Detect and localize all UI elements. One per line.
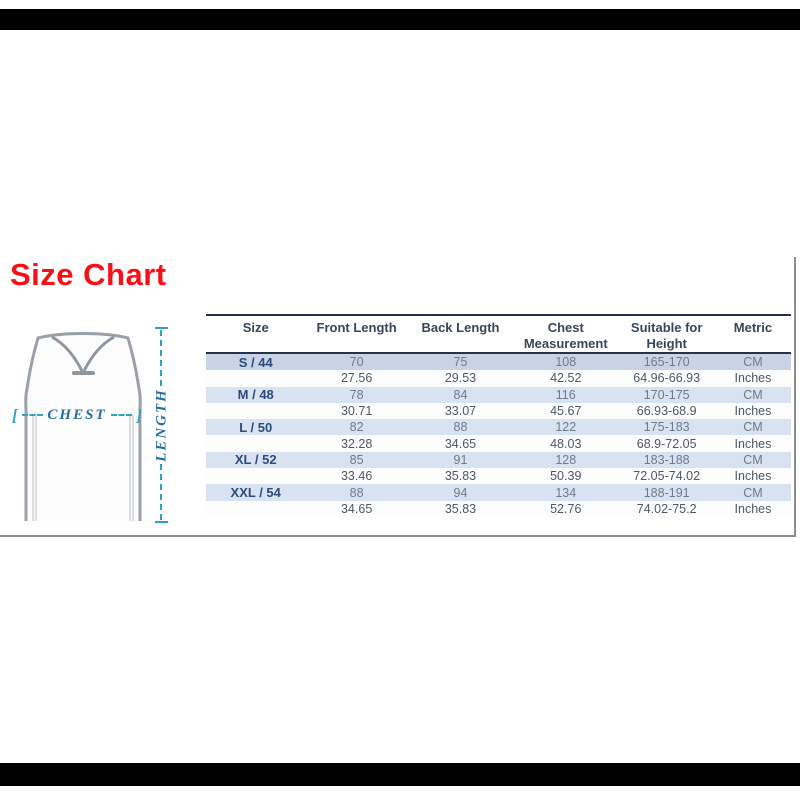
value-cell: Inches (734, 469, 772, 484)
letterbox-top-bar (0, 9, 800, 30)
chest-bracket-right: ] (136, 405, 142, 425)
length-dash-bottom (160, 464, 162, 520)
value-cell: 74.02-75.2 (636, 501, 697, 516)
frame-bottom-border (0, 535, 796, 537)
table-row: XXL / 54 88 94 134 188-191 CM (206, 484, 791, 501)
value-cell: Inches (734, 404, 772, 419)
value-cell: 34.65 (340, 501, 373, 516)
value-cell: 108 (555, 355, 577, 370)
value-cell: 32.28 (340, 436, 373, 451)
value-cell: 122 (555, 420, 577, 435)
value-cell: 72.05-74.02 (633, 469, 701, 484)
value-cell: 78 (349, 387, 364, 402)
length-measure-annotation: LENGTH (152, 327, 172, 523)
value-cell: 33.07 (444, 404, 477, 419)
table-row: 34.65 35.83 52.76 74.02-75.2 Inches (206, 500, 791, 517)
size-table: Size Front Length Back Length Chest Measure… (206, 314, 791, 517)
chest-measure-annotation: [ CHEST ] (12, 404, 142, 426)
value-cell: 128 (555, 452, 577, 467)
column-header: Size (242, 320, 269, 335)
table-header-row: Size Front Length Back Length Chest Measure… (206, 316, 791, 354)
value-cell: Inches (734, 371, 772, 386)
value-cell: 50.39 (550, 469, 582, 484)
value-cell: 42.52 (550, 371, 582, 386)
size-cell: M / 48 (237, 387, 274, 403)
column-header: Back Length (421, 320, 500, 335)
value-cell: 29.53 (444, 371, 477, 386)
value-cell: 27.56 (340, 371, 373, 386)
letterbox-bottom-bar (0, 763, 800, 786)
value-cell: 175-183 (643, 420, 690, 435)
value-cell: CM (743, 420, 763, 435)
table-top-border (206, 314, 791, 316)
table-row: 27.56 29.53 42.52 64.96-66.93 Inches (206, 370, 791, 387)
value-cell: 183-188 (643, 452, 690, 467)
value-cell: 165-170 (643, 355, 690, 370)
size-cell: L / 50 (239, 419, 273, 435)
table-row: S / 44 70 75 108 165-170 CM (206, 354, 791, 371)
jersey-illustration (24, 332, 142, 521)
table-body: S / 44 70 75 108 165-170 CM 27.56 29.53 42.52 64.… (206, 354, 791, 517)
size-cell: XXL / 54 (230, 485, 281, 501)
value-cell: 70 (349, 355, 364, 370)
value-cell: 75 (453, 355, 468, 370)
table-row: L / 50 82 88 122 175-183 CM (206, 419, 791, 436)
chest-label: CHEST (47, 406, 107, 423)
value-cell: 30.71 (340, 404, 373, 419)
table-row: 33.46 35.83 50.39 72.05-74.02 Inches (206, 468, 791, 485)
frame-right-border (794, 257, 796, 537)
value-cell: 35.83 (444, 469, 477, 484)
length-label: LENGTH (153, 388, 170, 462)
table-row: 32.28 34.65 48.03 68.9-72.05 Inches (206, 435, 791, 452)
value-cell: 48.03 (550, 436, 582, 451)
value-cell: 33.46 (340, 469, 373, 484)
value-cell: 85 (349, 452, 364, 467)
value-cell: 68.9-72.05 (636, 436, 697, 451)
chest-dash-left (21, 414, 44, 416)
value-cell: 88 (453, 420, 468, 435)
table-row: 30.71 33.07 45.67 66.93-68.9 Inches (206, 402, 791, 420)
value-cell: 84 (453, 387, 468, 402)
column-header: Metric (733, 320, 773, 335)
value-cell: 66.93-68.9 (636, 404, 697, 419)
size-cell: XL / 52 (234, 452, 277, 468)
length-cap-top (155, 327, 168, 329)
jersey-outline (24, 332, 142, 521)
length-dash-top (160, 330, 162, 386)
table-row: XL / 52 85 91 128 183-188 CM (206, 451, 791, 469)
value-cell: 64.96-66.93 (633, 371, 701, 386)
length-cap-bottom (155, 521, 168, 523)
jersey-side-seams (32, 415, 134, 521)
size-cell: S / 44 (238, 354, 273, 370)
value-cell: CM (743, 485, 763, 500)
value-cell: 34.65 (444, 436, 477, 451)
value-cell: 188-191 (643, 485, 690, 500)
value-cell: 116 (555, 387, 576, 402)
chest-dash-right (110, 414, 133, 416)
column-header: Suitable for Height (630, 320, 703, 351)
value-cell: Inches (734, 436, 772, 451)
column-header: Chest Measurement (523, 320, 608, 351)
value-cell: CM (743, 452, 763, 467)
value-cell: 82 (349, 420, 364, 435)
table-row: M / 48 78 84 116 170-175 CM (206, 386, 791, 403)
value-cell: 88 (349, 485, 364, 500)
value-cell: CM (743, 355, 763, 370)
column-header: Front Length (316, 320, 397, 335)
value-cell: 52.76 (550, 501, 582, 516)
value-cell: 170-175 (643, 387, 690, 402)
value-cell: CM (743, 387, 763, 402)
chest-bracket-left: [ (12, 405, 18, 425)
value-cell: 134 (555, 485, 577, 500)
value-cell: Inches (734, 501, 772, 516)
value-cell: 35.83 (444, 501, 477, 516)
value-cell: 94 (453, 485, 468, 500)
value-cell: 91 (453, 452, 468, 467)
jersey-vneck (51, 335, 115, 372)
value-cell: 45.67 (550, 404, 582, 419)
page-title: Size Chart (10, 257, 167, 292)
